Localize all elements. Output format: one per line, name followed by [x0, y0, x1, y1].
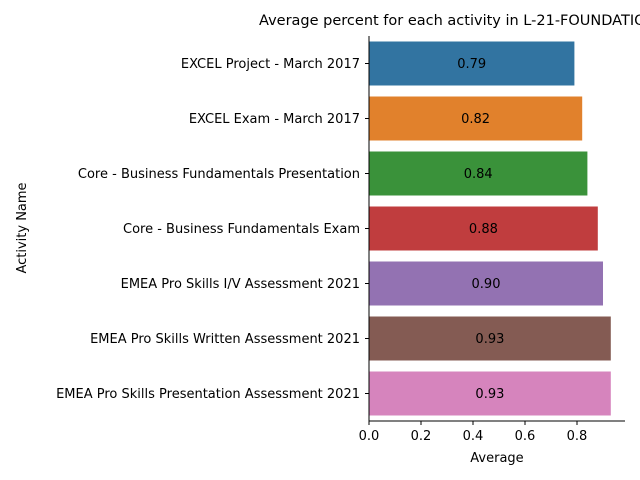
bar-7 [369, 371, 611, 416]
bar-2 [369, 96, 583, 141]
bar-value-label: 0.93 [475, 332, 504, 347]
bar-value-label: 0.84 [464, 167, 493, 182]
y-tick-label: EMEA Pro Skills I/V Assessment 2021 [121, 277, 360, 292]
y-axis-label: Activity Name [15, 182, 30, 273]
x-tick-label: 0.2 [411, 429, 432, 444]
x-tick-label: 0.8 [567, 429, 588, 444]
x-tick-label: 0.4 [463, 429, 484, 444]
bar-value-label: 0.90 [472, 277, 501, 292]
y-tick-label: EMEA Pro Skills Presentation Assessment … [56, 387, 360, 402]
bar-5 [369, 261, 603, 306]
bar-4 [369, 206, 598, 251]
bar-1 [369, 41, 575, 86]
y-tick-label: Core - Business Fundamentals Presentatio… [78, 167, 360, 182]
bar-value-label: 0.82 [461, 112, 490, 127]
y-tick-label: EXCEL Project - March 2017 [181, 57, 360, 72]
y-tick-label: EXCEL Exam - March 2017 [189, 112, 360, 127]
bar-value-label: 0.93 [475, 387, 504, 402]
x-tick-label: 0.0 [359, 429, 380, 444]
x-tick-label: 0.6 [515, 429, 536, 444]
chart-title: Average percent for each activity in L-2… [259, 13, 640, 29]
y-tick-label: Core - Business Fundamentals Exam [123, 222, 360, 237]
bar-value-label: 0.88 [469, 222, 498, 237]
y-tick-label: EMEA Pro Skills Written Assessment 2021 [90, 332, 360, 347]
bar-3 [369, 151, 588, 196]
bar-6 [369, 316, 611, 361]
x-axis-label: Average [470, 451, 523, 466]
bar-value-label: 0.79 [457, 57, 486, 72]
